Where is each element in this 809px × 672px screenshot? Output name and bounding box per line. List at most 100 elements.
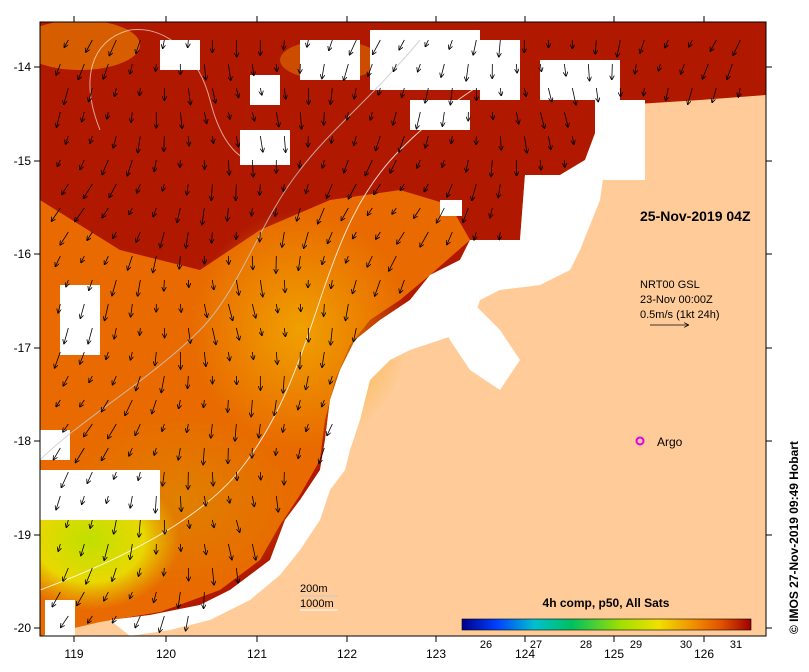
- current-vector: [572, 135, 573, 144]
- current-vector: [130, 591, 133, 599]
- current-vector: [66, 135, 69, 144]
- current-vector: [228, 111, 230, 119]
- current-vector: [128, 255, 133, 270]
- current-vector: [368, 207, 373, 215]
- current-vector: [228, 159, 229, 175]
- current-vector: [540, 159, 541, 170]
- current-vector: [212, 231, 213, 243]
- current-vector: [106, 351, 108, 359]
- current-vector: [236, 279, 239, 295]
- current-vector: [204, 495, 206, 506]
- x-tick-label: 125: [604, 647, 624, 661]
- current-vector: [55, 255, 61, 266]
- isobath-label-200m: 200m: [300, 583, 328, 595]
- current-vector: [472, 183, 477, 200]
- current-vector: [276, 351, 277, 364]
- current-vector: [284, 39, 285, 50]
- current-vector: [236, 567, 238, 583]
- current-vector: [135, 423, 141, 435]
- current-vector: [87, 231, 93, 240]
- current-vector: [212, 279, 213, 289]
- current-vector: [260, 87, 261, 95]
- current-vector: [500, 87, 501, 95]
- current-vector: [417, 159, 421, 168]
- current-vector: [115, 87, 117, 96]
- current-vector: [52, 591, 61, 607]
- current-vector: [61, 615, 69, 627]
- current-vector: [374, 183, 381, 194]
- current-vector: [331, 327, 333, 345]
- colorbar-tick: 28: [580, 639, 592, 651]
- current-vector: [354, 135, 357, 145]
- current-vector: [738, 87, 740, 97]
- current-vector: [129, 207, 132, 214]
- current-vector: [390, 159, 397, 173]
- current-vector: [84, 183, 93, 198]
- current-vector: [164, 279, 165, 291]
- current-vector: [402, 87, 405, 97]
- current-vector: [350, 39, 357, 55]
- current-vector: [139, 519, 140, 537]
- current-vector: [393, 111, 397, 125]
- current-vector: [82, 111, 85, 122]
- current-vector: [727, 63, 733, 79]
- current-vector: [212, 519, 214, 527]
- current-vector: [425, 39, 428, 46]
- current-vector: [235, 519, 239, 532]
- current-vector: [136, 231, 141, 242]
- current-vector: [204, 543, 206, 554]
- current-vector: [130, 495, 132, 508]
- current-vector: [186, 615, 189, 631]
- current-vector: [204, 591, 205, 608]
- current-vector: [203, 447, 204, 465]
- current-vector: [499, 39, 501, 57]
- current-vector: [130, 63, 132, 74]
- current-vector: [324, 303, 325, 316]
- current-vector: [319, 447, 325, 463]
- current-vector: [635, 63, 637, 74]
- current-vector: [105, 255, 109, 264]
- current-vector: [298, 255, 300, 270]
- current-vector: [260, 279, 262, 297]
- current-vector: [56, 63, 61, 75]
- current-vector: [284, 87, 285, 99]
- current-vector: [276, 303, 277, 313]
- current-vector: [252, 495, 254, 506]
- current-vector: [318, 207, 325, 224]
- current-vector: [58, 543, 60, 551]
- current-vector: [420, 231, 429, 247]
- current-vector: [252, 351, 253, 359]
- current-vector: [252, 111, 254, 121]
- current-vector: [516, 63, 517, 73]
- current-vector: [376, 231, 381, 239]
- current-vector: [300, 111, 301, 129]
- current-vector: [66, 279, 68, 287]
- current-vector: [399, 135, 405, 152]
- current-vector: [211, 183, 212, 200]
- current-vector: [299, 159, 300, 168]
- current-vector: [425, 135, 429, 148]
- current-vector: [228, 63, 230, 80]
- argo-label: Argo: [657, 435, 683, 449]
- y-tick-label: -17: [14, 341, 32, 355]
- current-vector: [161, 375, 165, 393]
- current-vector: [353, 231, 357, 239]
- current-vector: [306, 183, 309, 193]
- current-vector: [178, 591, 180, 608]
- current-vector: [540, 63, 541, 71]
- current-vector: [370, 111, 372, 120]
- current-vector: [177, 207, 181, 222]
- current-vector: [322, 63, 324, 79]
- current-vector: [212, 567, 214, 585]
- current-vector: [155, 495, 156, 513]
- x-tick-label: 123: [426, 647, 446, 661]
- current-vector: [228, 495, 229, 503]
- current-vector: [373, 39, 381, 54]
- current-vector: [90, 519, 92, 528]
- current-vector: [300, 351, 301, 369]
- current-vector: [56, 399, 61, 407]
- current-vector: [179, 255, 180, 269]
- current-vector: [204, 351, 206, 366]
- current-vector: [252, 207, 253, 216]
